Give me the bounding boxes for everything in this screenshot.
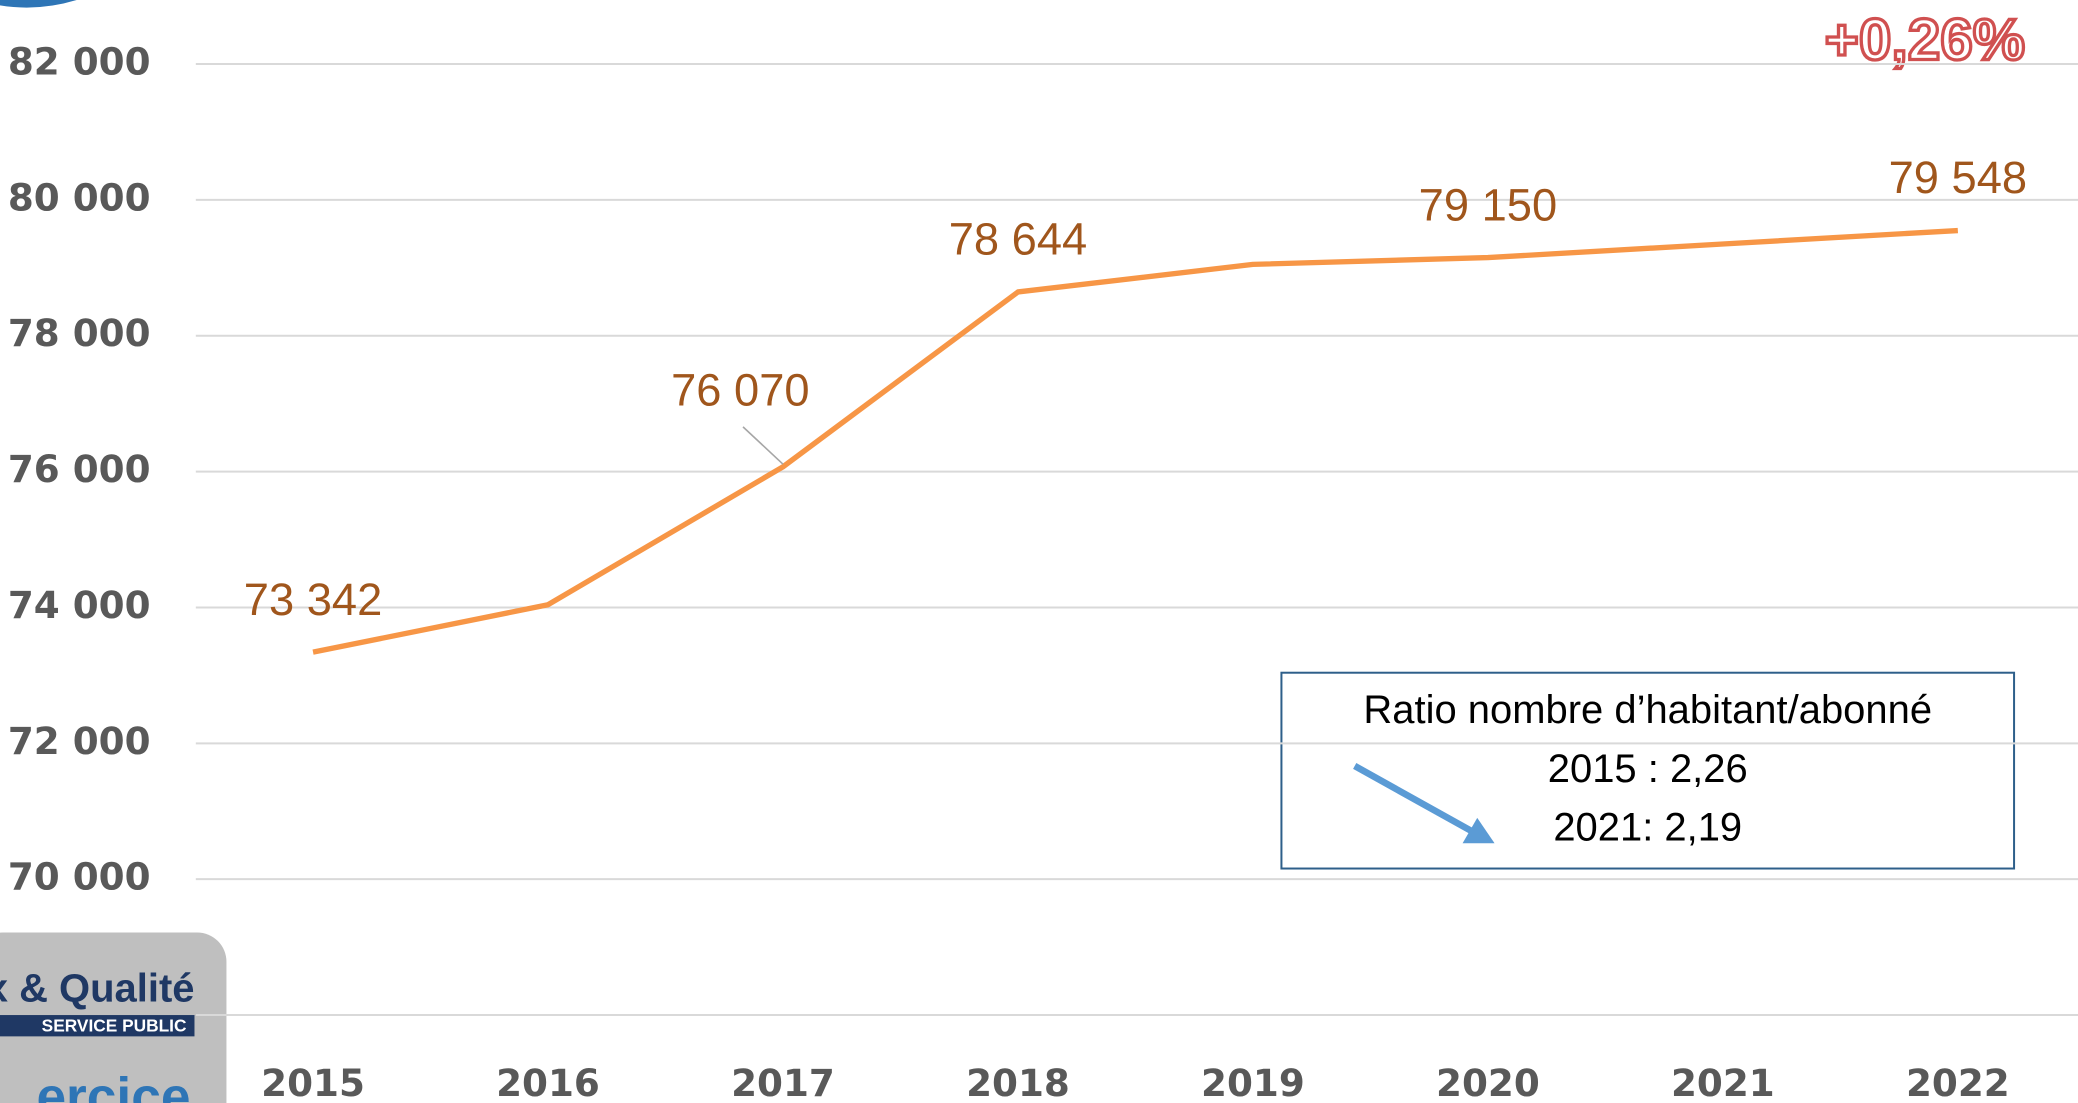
x-tick-label: 2016 bbox=[496, 1061, 600, 1103]
logo-caption: ercice bbox=[36, 1067, 190, 1103]
y-tick-label: 76 000 bbox=[8, 447, 151, 491]
data-label: 79 150 bbox=[1419, 179, 1557, 230]
arrow-head bbox=[1462, 817, 1495, 844]
box-line: Ratio nombre d’habitant/abonné bbox=[1363, 688, 1932, 732]
x-tick-label: 2022 bbox=[1906, 1061, 2010, 1103]
x-tick-label: 2018 bbox=[966, 1061, 1070, 1103]
box-line: 2015 : 2,26 bbox=[1548, 747, 1748, 791]
y-tick-label: 70 000 bbox=[8, 855, 151, 899]
box-line: 2021: 2,19 bbox=[1553, 805, 1742, 849]
logo-arc bbox=[0, 0, 77, 8]
y-tick-label: 72 000 bbox=[8, 719, 151, 763]
logo-subtitle: SERVICE PUBLIC bbox=[42, 1016, 187, 1036]
x-tick-label: 2017 bbox=[731, 1061, 835, 1103]
y-tick-label: 74 000 bbox=[8, 583, 151, 627]
y-tick-label: 80 000 bbox=[8, 175, 151, 219]
line-series bbox=[312, 227, 1959, 655]
arrow bbox=[1353, 763, 1474, 835]
x-tick-label: 2015 bbox=[261, 1061, 365, 1103]
leader-line bbox=[742, 426, 784, 465]
data-label: 76 070 bbox=[671, 365, 809, 416]
data-label: 79 548 bbox=[1889, 152, 2027, 203]
data-label: 73 342 bbox=[244, 574, 382, 625]
x-tick-label: 2021 bbox=[1671, 1061, 1775, 1103]
y-tick-label: 82 000 bbox=[8, 39, 151, 83]
x-tick-label: 2019 bbox=[1201, 1061, 1305, 1103]
y-tick-label: 78 000 bbox=[8, 311, 151, 355]
logo-band bbox=[0, 1015, 195, 1037]
logo-brand: x & Qualité bbox=[0, 967, 194, 1011]
data-label: 78 644 bbox=[949, 214, 1087, 265]
info-box bbox=[1280, 671, 2016, 870]
change-annotation: +0,26% bbox=[1825, 7, 2025, 72]
x-tick-label: 2020 bbox=[1436, 1061, 1540, 1103]
